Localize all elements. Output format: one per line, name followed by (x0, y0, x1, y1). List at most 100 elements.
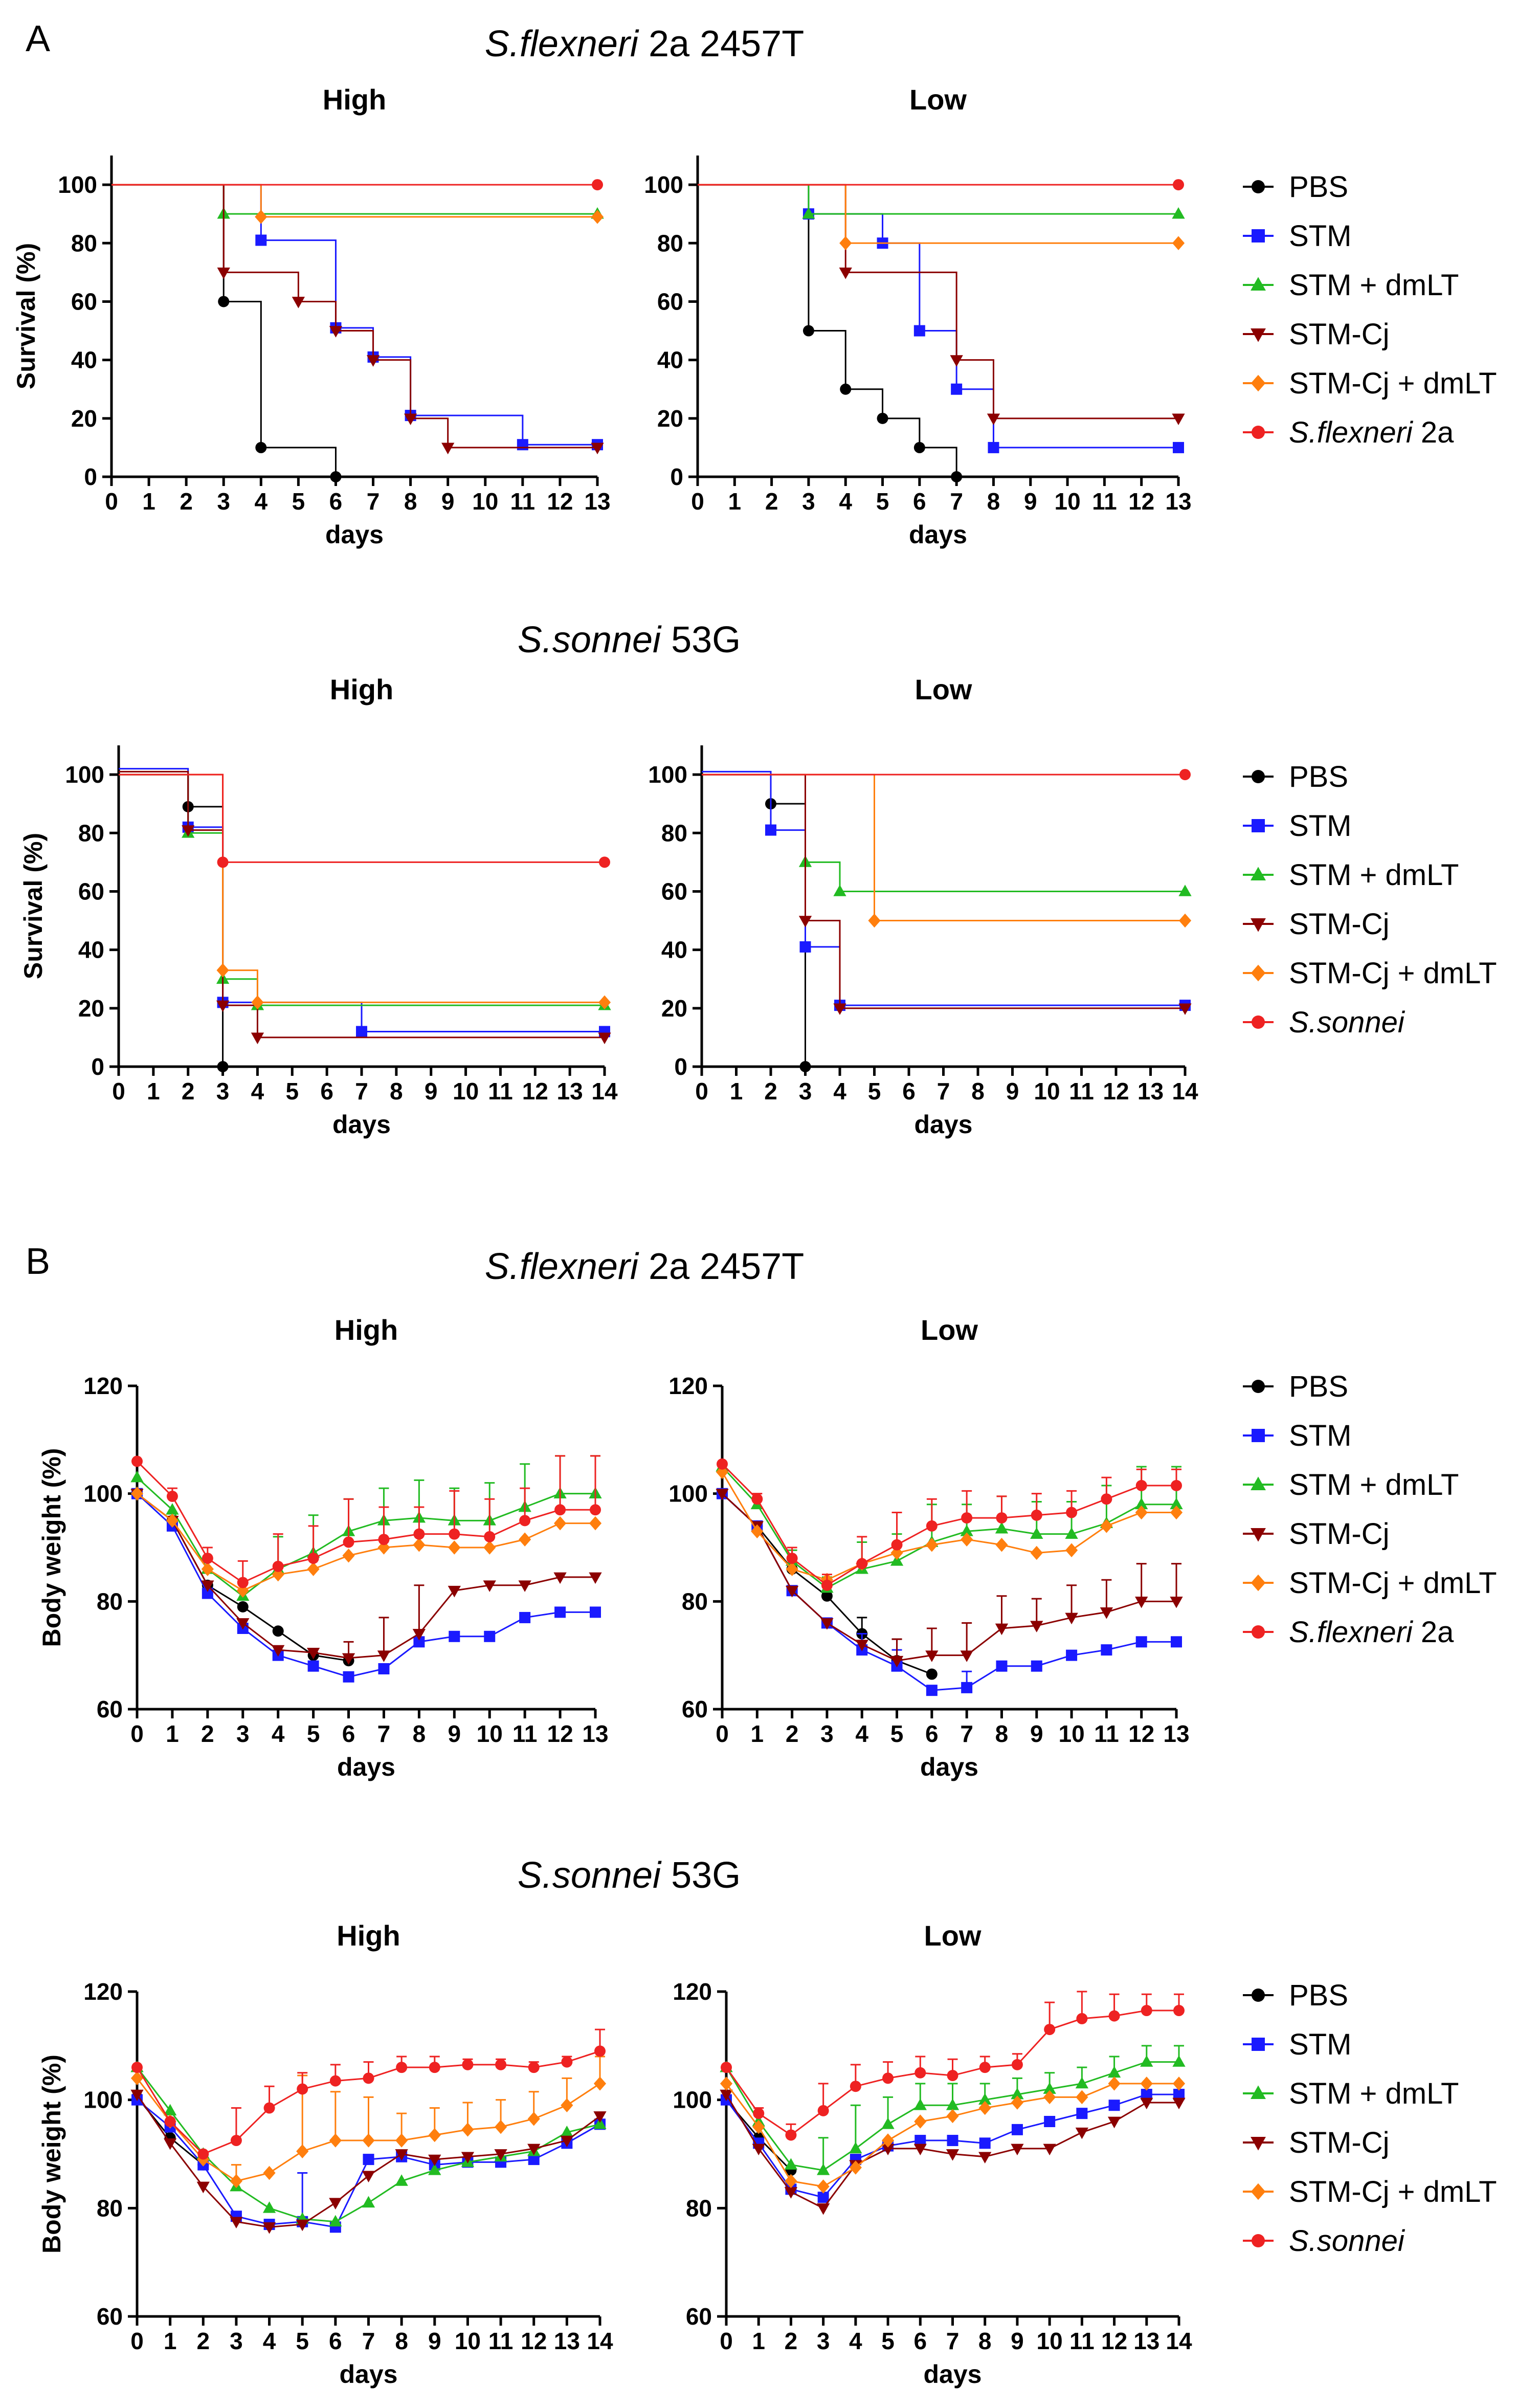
series-stm-cj (119, 770, 611, 1045)
data-point (1011, 2095, 1024, 2110)
x-tick-label: 13 (557, 1078, 583, 1104)
data-point (720, 2076, 733, 2091)
y-tick-label: 0 (674, 1053, 687, 1080)
x-tick-label: 6 (329, 2328, 342, 2354)
data-point (356, 1026, 367, 1037)
y-tick-label: 20 (657, 405, 683, 432)
data-point (1172, 207, 1185, 219)
data-point (817, 2105, 829, 2116)
data-point (518, 1580, 531, 1592)
data-point (130, 2071, 144, 2086)
data-point (868, 913, 881, 928)
x-tick-label: 5 (285, 1078, 299, 1104)
data-point (914, 2114, 927, 2129)
legend-label: STM (1289, 2028, 1351, 2061)
data-point (216, 1000, 230, 1012)
data-point (527, 2111, 540, 2126)
legend-marker (1252, 1380, 1265, 1393)
x-tick-label: 4 (833, 1078, 846, 1104)
data-point (494, 2149, 507, 2161)
chart-title: Low (915, 673, 972, 705)
data-point (589, 1572, 602, 1584)
x-tick-label: 10 (1034, 1078, 1060, 1104)
data-point (297, 2083, 308, 2095)
data-point (950, 355, 963, 367)
x-axis-label: days (915, 1110, 973, 1139)
y-tick-label: 100 (65, 761, 104, 788)
data-point (292, 297, 305, 308)
x-tick-label: 12 (1103, 1078, 1129, 1104)
data-point (1178, 1003, 1192, 1015)
x-axis-label: days (924, 2360, 982, 2389)
data-point (395, 2174, 408, 2186)
x-tick-label: 3 (217, 488, 230, 515)
data-point (1031, 1509, 1042, 1521)
data-point (720, 2089, 733, 2102)
x-tick-label: 2 (765, 488, 778, 515)
x-tick-label: 3 (802, 488, 815, 515)
series-line (119, 770, 605, 1039)
legend-marker (1251, 1574, 1266, 1592)
data-point (329, 2198, 342, 2210)
data-point (1100, 1519, 1113, 1533)
y-tick-label: 60 (657, 288, 683, 315)
data-point (1172, 413, 1185, 426)
data-point (995, 1521, 1009, 1534)
x-tick-label: 13 (584, 488, 610, 515)
x-tick-label: 10 (453, 1078, 479, 1104)
y-tick-label: 100 (648, 761, 687, 788)
y-axis-label: Survival (%) (19, 833, 48, 979)
data-point (561, 2098, 573, 2112)
data-point (201, 1562, 214, 1576)
series-line (698, 184, 1178, 215)
data-point (926, 1668, 938, 1680)
data-point (484, 1531, 496, 1542)
series-stm-cj (716, 1489, 1183, 1668)
x-tick-label: 8 (971, 1078, 985, 1104)
data-point (987, 413, 1000, 426)
series-s-sonnei (702, 769, 1191, 781)
legend-label: S.sonnei (1289, 1006, 1406, 1039)
x-tick-label: 2 (764, 1078, 777, 1104)
series-line (137, 1493, 595, 1659)
x-tick-label: 7 (377, 1720, 391, 1747)
data-point (839, 268, 852, 279)
data-point (913, 441, 925, 453)
data-point (163, 2138, 177, 2150)
section-title-flexneri-weight: S.flexneri 2a 2457T (485, 1246, 804, 1287)
x-tick-label: 5 (876, 488, 889, 515)
data-point (590, 1606, 601, 1618)
series-line (136, 1461, 595, 1584)
x-tick-label: 3 (236, 1720, 250, 1747)
series-line (721, 1463, 1176, 1586)
y-tick-label: 60 (97, 2303, 123, 2330)
data-point (598, 1032, 611, 1045)
x-tick-label: 12 (1101, 2328, 1127, 2354)
data-point (717, 1458, 728, 1470)
x-tick-label: 1 (751, 1720, 764, 1747)
x-tick-label: 4 (255, 488, 268, 515)
data-point (428, 2154, 441, 2167)
x-tick-label: 9 (425, 1078, 438, 1104)
data-point (342, 1549, 355, 1563)
y-tick-label: 60 (682, 1696, 708, 1722)
x-tick-label: 12 (547, 488, 573, 515)
x-tick-label: 12 (522, 1078, 548, 1104)
legend-marker (1251, 277, 1266, 291)
series-s-flexneri-2a (698, 179, 1184, 191)
data-point (201, 1580, 214, 1592)
data-point (517, 439, 528, 451)
data-point (217, 268, 230, 279)
data-point (716, 1489, 729, 1500)
x-tick-label: 14 (1166, 2328, 1192, 2354)
y-tick-label: 100 (58, 171, 97, 198)
legend-label: STM (1289, 1419, 1351, 1452)
legend-marker (1252, 1625, 1265, 1639)
chart-title: Low (924, 1919, 982, 1952)
series-line (137, 1493, 595, 1592)
data-point (890, 1554, 904, 1566)
chart-title: High (334, 1314, 398, 1346)
data-point (1140, 2076, 1153, 2091)
